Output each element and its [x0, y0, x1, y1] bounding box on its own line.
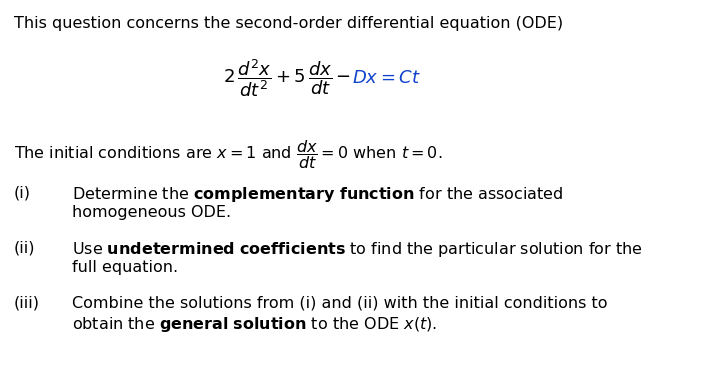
Text: Combine the solutions from (i) and (ii) with the initial conditions to: Combine the solutions from (i) and (ii) … [72, 295, 607, 310]
Text: Determine the $\bf{complementary\ function}$ for the associated: Determine the $\bf{complementary\ functi… [72, 185, 564, 204]
Text: homogeneous ODE.: homogeneous ODE. [72, 205, 231, 220]
Text: obtain the $\bf{general\ solution}$ to the ODE $x(t)$.: obtain the $\bf{general\ solution}$ to t… [72, 315, 437, 334]
Text: The initial conditions are $x = 1$ and $\dfrac{dx}{dt} = 0$ when $t = 0$.: The initial conditions are $x = 1$ and $… [14, 138, 442, 171]
Text: This question concerns the second-order differential equation (ODE): This question concerns the second-order … [14, 16, 563, 31]
Text: full equation.: full equation. [72, 260, 178, 275]
Text: Use $\bf{undetermined\ coefficients}$ to find the particular solution for the: Use $\bf{undetermined\ coefficients}$ to… [72, 240, 643, 259]
Text: $2\,\dfrac{d^2x}{dt^2} + 5\,\dfrac{dx}{dt} - $: $2\,\dfrac{d^2x}{dt^2} + 5\,\dfrac{dx}{d… [224, 57, 352, 99]
Text: (i): (i) [14, 185, 31, 200]
Text: $\mathit{Dx} = \mathit{Ct}$: $\mathit{Dx} = \mathit{Ct}$ [352, 69, 420, 87]
Text: (iii): (iii) [14, 295, 40, 310]
Text: (ii): (ii) [14, 240, 35, 255]
